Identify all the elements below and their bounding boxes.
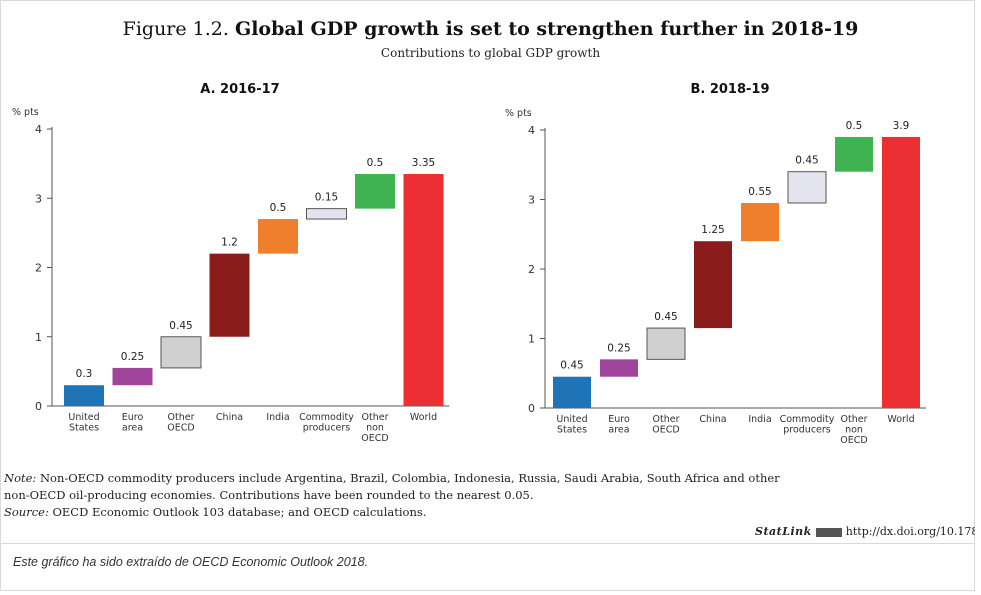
data-label: 1.2 — [221, 237, 238, 249]
bar-commodity-producers — [787, 171, 827, 204]
x-category-label: United — [68, 412, 99, 423]
data-label: 0.45 — [560, 360, 583, 372]
x-category-label: Other — [168, 412, 195, 423]
bar-euro-area — [600, 359, 638, 377]
x-category-label: World — [410, 412, 437, 423]
chart-title: B. 2018-19 — [690, 82, 769, 97]
bar-commodity-producers — [306, 208, 347, 220]
y-tick-label: 1 — [528, 333, 535, 346]
x-category-label: OECD — [652, 425, 679, 436]
divider — [0, 543, 975, 544]
y-axis-unit-label: % pts — [505, 108, 532, 119]
y-tick-label: 3 — [35, 192, 42, 205]
data-label: 1.25 — [701, 224, 724, 236]
statlink-url[interactable]: http://dx.doi.org/10.1787/888933728755 — [845, 525, 975, 538]
y-tick-label: 3 — [528, 194, 535, 207]
data-label: 0.5 — [367, 157, 384, 169]
x-category-label: non — [845, 425, 863, 436]
data-label: 0.45 — [169, 320, 192, 332]
source-label: Source: — [4, 505, 49, 519]
x-category-label: area — [122, 423, 143, 434]
caption: Este gráfico ha sido extraído de OECD Ec… — [13, 555, 369, 569]
y-tick-label: 4 — [35, 123, 42, 136]
x-category-label: producers — [303, 423, 351, 434]
x-category-label: Other — [841, 414, 868, 425]
chart-title: A. 2016-17 — [200, 82, 279, 97]
y-tick-label: 1 — [35, 331, 42, 344]
bar-other-non-oecd — [355, 174, 395, 209]
data-label: 0.45 — [795, 155, 818, 167]
y-tick-label: 0 — [35, 400, 42, 413]
data-label: 3.35 — [412, 157, 435, 169]
data-label: 0.15 — [315, 192, 338, 204]
source-line: Source: OECD Economic Outlook 103 databa… — [4, 504, 974, 521]
x-category-label: China — [216, 412, 243, 423]
data-label: 3.9 — [893, 120, 910, 132]
x-category-label: Other — [362, 412, 389, 423]
bar-china — [209, 253, 250, 337]
x-category-label: OECD — [361, 433, 388, 444]
bar-united-states — [553, 376, 591, 408]
x-category-label: States — [557, 425, 587, 436]
figure-title-text: Global GDP growth is set to strengthen f… — [234, 18, 859, 40]
x-category-label: OECD — [167, 423, 194, 434]
figure-title: Figure 1.2. Global GDP growth is set to … — [0, 18, 981, 40]
bar-other-oecd — [160, 336, 202, 369]
x-category-label: area — [608, 425, 629, 436]
note-line-2: non-OECD oil-producing economies. Contri… — [4, 488, 534, 502]
data-label: 0.25 — [121, 351, 144, 363]
x-category-label: United — [556, 414, 587, 425]
bar-world — [882, 136, 920, 408]
x-category-label: World — [887, 414, 914, 425]
x-category-label: Other — [653, 414, 680, 425]
bar-world — [403, 174, 444, 406]
bar-united-states — [64, 385, 104, 406]
bar-india — [258, 219, 298, 254]
x-category-label: Commodity — [299, 412, 354, 423]
statlink-logo-icon — [815, 527, 842, 537]
figure-number: Figure 1.2. — [122, 18, 229, 40]
bar-other-non-oecd — [835, 136, 873, 172]
x-category-label: States — [69, 423, 99, 434]
bar-india — [741, 202, 779, 242]
data-label: 0.3 — [76, 368, 93, 380]
x-category-label: Euro — [608, 414, 630, 425]
source-text: OECD Economic Outlook 103 database; and … — [52, 505, 427, 519]
statlink-label: StatLink — [755, 525, 812, 538]
y-tick-label: 2 — [35, 262, 42, 275]
x-category-label: India — [748, 414, 771, 425]
bar-other-oecd — [646, 327, 686, 360]
charts-canvas: A. 2016-17% pts012340.3UnitedStates0.25E… — [12, 82, 926, 446]
note-text-1: Non-OECD commodity producers include Arg… — [39, 471, 780, 485]
y-axis-unit-label: % pts — [12, 107, 39, 118]
y-tick-label: 2 — [528, 263, 535, 276]
y-tick-label: 4 — [528, 124, 535, 137]
x-category-label: Commodity — [780, 414, 835, 425]
note-line-1: Note: Non-OECD commodity producers inclu… — [4, 470, 974, 487]
note-block: Note: Non-OECD commodity producers inclu… — [4, 470, 974, 521]
x-category-label: OECD — [840, 435, 867, 446]
figure-subtitle: Contributions to global GDP growth — [380, 46, 601, 60]
data-label: 0.5 — [846, 120, 863, 132]
data-label: 0.5 — [270, 202, 287, 214]
x-category-label: China — [699, 414, 726, 425]
data-label: 0.25 — [607, 342, 630, 354]
data-label: 0.45 — [654, 311, 677, 323]
data-label: 0.55 — [748, 186, 771, 198]
x-category-label: India — [266, 412, 289, 423]
note-label: Note: — [4, 471, 37, 485]
x-category-label: producers — [783, 425, 831, 436]
y-tick-label: 0 — [528, 402, 535, 415]
x-category-label: Euro — [122, 412, 144, 423]
x-category-label: non — [366, 423, 384, 434]
bar-china — [694, 241, 732, 329]
statlink[interactable]: StatLink http://dx.doi.org/10.1787/888933… — [755, 525, 975, 538]
bar-euro-area — [112, 367, 153, 386]
